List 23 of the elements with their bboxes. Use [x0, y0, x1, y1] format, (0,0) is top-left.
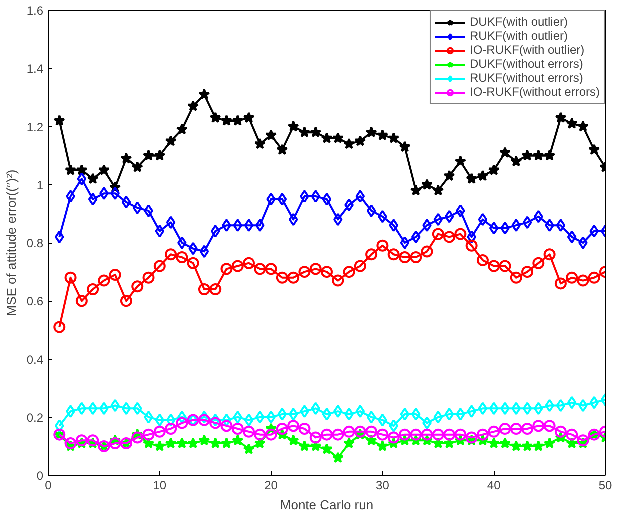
x-axis-title: Monte Carlo run	[280, 498, 374, 512]
legend-label: IO-RUKF(with outlier)	[470, 43, 585, 57]
y-tick-label: 1.4	[26, 62, 44, 76]
y-tick-label: 1.6	[26, 4, 44, 18]
x-tick-label: 30	[376, 478, 390, 492]
legend-label: RUKF(with outlier)	[470, 29, 568, 43]
x-tick-label: 10	[153, 478, 167, 492]
y-axis-title: MSE of attitude error((′′)²)	[4, 170, 19, 316]
y-tick-label: 0.2	[26, 410, 44, 425]
legend-label: DUKF(with outlier)	[470, 15, 568, 29]
y-tick-label: 1.2	[26, 120, 44, 134]
x-tick-label: 50	[598, 478, 612, 492]
legend-label: RUKF(without errors)	[470, 71, 584, 85]
y-tick-label: 0.4	[26, 352, 44, 367]
y-tick-label: 0	[36, 469, 44, 483]
y-tick-label: 1	[36, 178, 44, 192]
y-tick-label: 0.6	[26, 294, 44, 309]
x-tick-label: 0	[45, 478, 52, 492]
legend-label: IO-RUKF(without errors)	[470, 85, 600, 99]
legend-label: DUKF(without errors)	[470, 57, 584, 71]
x-tick-label: 40	[487, 478, 502, 492]
x-tick-label: 20	[264, 478, 278, 492]
y-tick-label: 0.8	[26, 236, 44, 250]
